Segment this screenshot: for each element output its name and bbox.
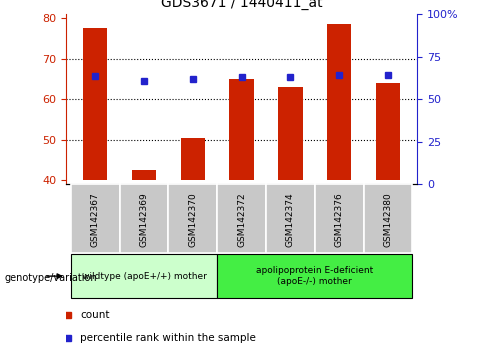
Text: GSM142374: GSM142374 bbox=[286, 193, 295, 247]
Bar bbox=[315, 184, 364, 253]
Text: count: count bbox=[80, 310, 109, 320]
Bar bbox=[83, 28, 107, 180]
Text: percentile rank within the sample: percentile rank within the sample bbox=[80, 333, 256, 343]
Bar bbox=[229, 79, 254, 180]
Text: GSM142380: GSM142380 bbox=[384, 193, 392, 247]
Text: wildtype (apoE+/+) mother: wildtype (apoE+/+) mother bbox=[81, 272, 206, 281]
Bar bbox=[327, 24, 351, 180]
Bar bbox=[120, 184, 168, 253]
Bar bbox=[132, 170, 156, 180]
Text: GSM142369: GSM142369 bbox=[140, 193, 148, 247]
Bar bbox=[364, 184, 412, 253]
Bar bbox=[181, 138, 205, 180]
Text: apolipoprotein E-deficient
(apoE-/-) mother: apolipoprotein E-deficient (apoE-/-) mot… bbox=[256, 267, 373, 286]
Text: GSM142367: GSM142367 bbox=[91, 193, 100, 247]
Text: GSM142372: GSM142372 bbox=[237, 193, 246, 247]
Text: GSM142370: GSM142370 bbox=[188, 193, 197, 247]
Title: GDS3671 / 1440411_at: GDS3671 / 1440411_at bbox=[161, 0, 323, 10]
Text: genotype/variation: genotype/variation bbox=[5, 273, 98, 283]
Bar bbox=[71, 184, 120, 253]
Bar bbox=[71, 254, 217, 298]
Bar bbox=[278, 87, 303, 180]
Bar bbox=[217, 184, 266, 253]
Bar bbox=[168, 184, 217, 253]
Bar bbox=[266, 184, 315, 253]
Bar bbox=[376, 83, 400, 180]
Text: GSM142376: GSM142376 bbox=[335, 193, 344, 247]
Bar bbox=[217, 254, 412, 298]
